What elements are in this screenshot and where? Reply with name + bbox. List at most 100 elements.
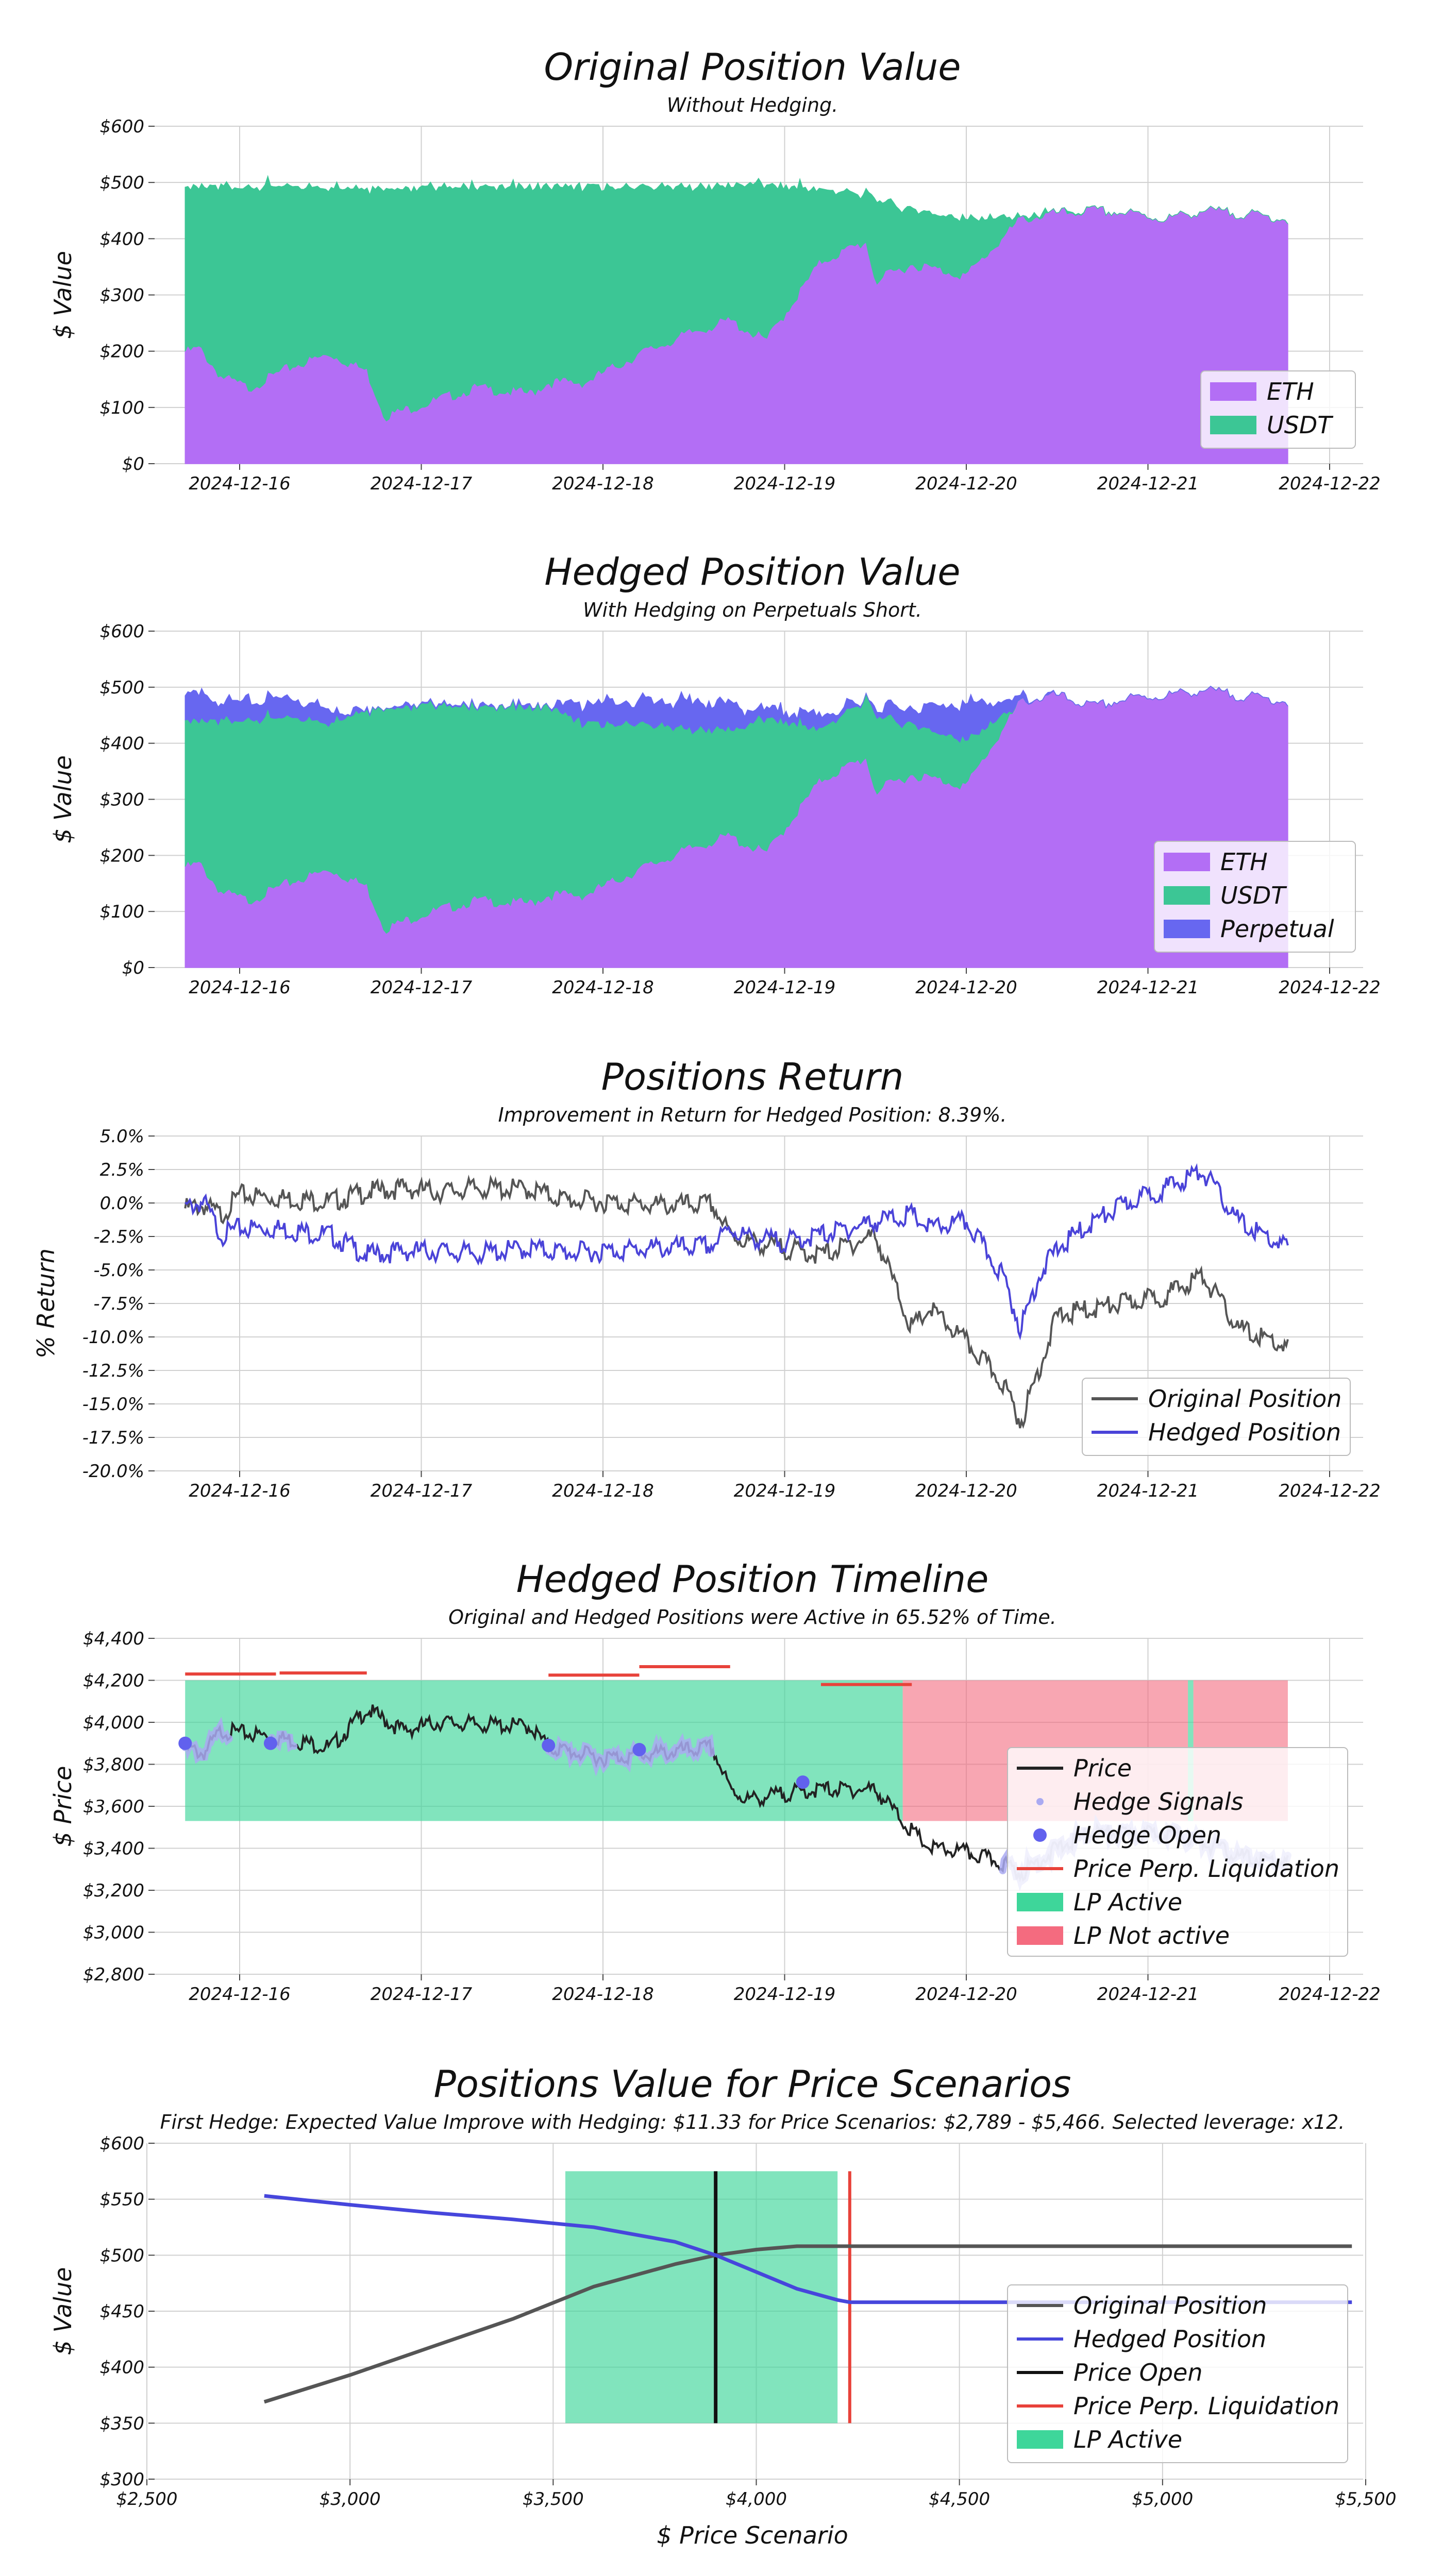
chart-subtitle: Improvement in Return for Hedged Positio… [498,1104,1007,1126]
legend-label: ETH [1267,378,1314,405]
y-tick-label: $450 [99,2301,144,2322]
x-tick-label: 2024-12-21 [1097,473,1199,494]
y-tick-label: $550 [99,2190,144,2210]
chart-panel-2: Hedged Position Value With Hedging on Per… [49,550,1381,998]
y-tick-label: $4,000 [83,1713,144,1733]
x-tick-label: 2024-12-18 [552,977,654,998]
chart-panel-3: Positions Return Improvement in Return fo… [32,1055,1381,1501]
x-tick-label: 2024-12-21 [1097,977,1199,998]
y-tick-label: $500 [99,2245,144,2266]
legend-swatch [1164,920,1210,938]
chart-title: Original Position Value [544,45,961,89]
legend-label: Hedge Signals [1073,1788,1243,1816]
x-tick-label: $4,500 [929,2489,990,2510]
area-usdt [184,175,1288,422]
legend-label: Original Position [1148,1385,1341,1413]
x-tick-label: 2024-12-22 [1279,977,1381,998]
y-tick-label: -12.5% [82,1361,144,1381]
y-tick-label: $0 [122,454,144,474]
y-tick-label: $2,800 [83,1964,144,1985]
legend-swatch [1210,416,1256,434]
lp-active-band [185,1680,903,1821]
legend-label: ETH [1220,848,1268,876]
x-axis-label: $ Price Scenario [657,2521,848,2549]
x-tick-label: $4,000 [726,2489,787,2510]
legend-swatch [1164,853,1210,871]
legend-box [1007,1747,1348,1957]
hedge-open-marker [542,1738,556,1752]
legend-swatch [1033,1828,1047,1842]
legend-label: Hedged Position [1148,1418,1341,1446]
x-tick-label: 2024-12-22 [1279,473,1381,494]
legend-label: Hedged Position [1073,2325,1266,2353]
x-tick-label: $3,500 [523,2489,584,2510]
y-tick-label: $400 [99,734,144,754]
y-axis-label: $ Value [49,251,77,339]
chart-panel-1: Original Position Value Without Hedging. $… [49,45,1381,494]
chart-panel-5: Positions Value for Price Scenarios First… [49,2062,1396,2549]
y-tick-label: -2.5% [93,1227,144,1247]
y-tick-label: $400 [99,229,144,249]
x-tick-label: $5,000 [1132,2489,1193,2510]
y-tick-label: -10.0% [82,1327,144,1348]
x-tick-label: $3,000 [320,2489,381,2510]
y-tick-label: -15.0% [82,1394,144,1415]
y-tick-label: $600 [99,2133,144,2154]
legend-label: Price [1073,1754,1132,1782]
y-tick-label: $600 [99,116,144,137]
legend-label: Price Perp. Liquidation [1073,2392,1339,2420]
legend-swatch [1017,1926,1063,1945]
series-line-original [263,2244,1352,2404]
y-tick-label: $300 [99,790,144,810]
legend-swatch [1210,382,1256,401]
legend-swatch [1036,1798,1044,1805]
y-tick-label: $100 [99,902,144,922]
x-tick-label: 2024-12-22 [1279,1481,1381,1501]
hedge-signal-markers [181,1717,233,1764]
x-tick-label: 2024-12-18 [552,1984,654,2005]
x-tick-label: 2024-12-17 [371,473,473,494]
legend-label: Price Open [1073,2359,1203,2386]
lp-active-band [565,2171,838,2424]
y-tick-label: 2.5% [100,1160,144,1180]
x-tick-label: 2024-12-19 [734,1984,836,2005]
legend-label: LP Active [1073,1888,1182,1916]
y-tick-label: $300 [99,2469,144,2490]
y-tick-label: $3,400 [83,1839,144,1859]
chart-subtitle: With Hedging on Perpetuals Short. [583,599,922,621]
x-tick-label: 2024-12-16 [189,473,291,494]
x-tick-label: 2024-12-18 [552,1481,654,1501]
y-tick-label: $500 [99,173,144,193]
legend-box [1082,1378,1351,1456]
hedge-signal-markers [545,1733,715,1777]
y-tick-label: 0.0% [100,1193,144,1214]
y-tick-label: $3,600 [83,1797,144,1817]
legend-swatch [1164,886,1210,905]
chart-title: Positions Value for Price Scenarios [433,2062,1071,2106]
y-axis-label: $ Value [49,2267,77,2355]
y-tick-label: $300 [99,285,144,306]
legend-label: Hedge Open [1073,1821,1221,1849]
chart-title: Positions Return [601,1055,904,1098]
x-tick-label: $2,500 [116,2489,178,2510]
y-tick-label: $4,400 [83,1629,144,1649]
hedge-open-marker [796,1775,810,1789]
legend-label: USDT [1220,882,1287,909]
y-tick-label: $400 [99,2358,144,2378]
x-tick-label: 2024-12-21 [1097,1481,1199,1501]
series-line-hedged [264,2194,1352,2304]
series-line-original [184,1174,1289,1429]
y-tick-label: $3,200 [83,1880,144,1901]
x-tick-label: 2024-12-16 [189,977,291,998]
y-tick-label: 5.0% [100,1126,144,1147]
y-tick-label: $0 [122,958,144,978]
x-tick-label: 2024-12-20 [915,1481,1017,1501]
legend-label: USDT [1267,411,1334,439]
y-tick-label: $600 [99,621,144,642]
x-tick-label: 2024-12-17 [371,977,473,998]
chart-panel-4: Hedged Position Timeline Original and Hed… [49,1557,1381,2005]
y-tick-label: $4,200 [83,1671,144,1691]
x-tick-label: 2024-12-20 [915,473,1017,494]
y-tick-label: -17.5% [82,1428,144,1448]
legend-label: LP Active [1073,2426,1182,2453]
